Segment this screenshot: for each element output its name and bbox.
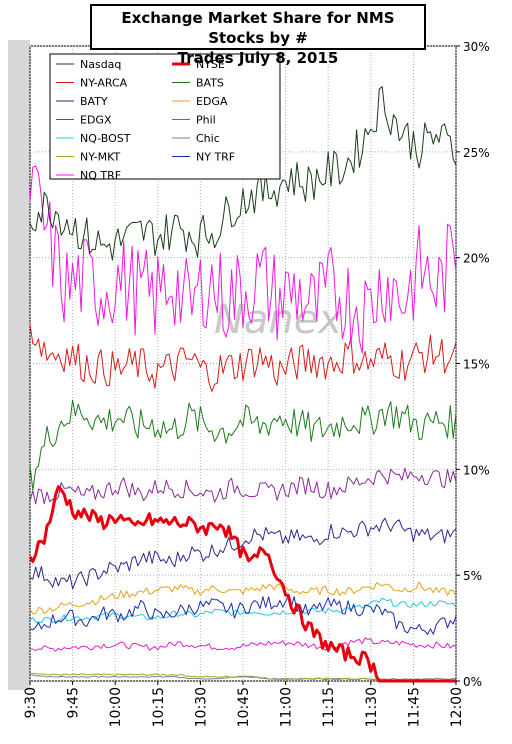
series-line-edgx: [29, 467, 457, 505]
y-axis-ticks: 0% 5% 10% 15% 20% 25% 30%: [456, 40, 490, 689]
legend-label: NY-MKT: [80, 151, 120, 164]
legend-box: [49, 53, 281, 180]
legend-label: NQ TRF: [80, 169, 121, 182]
series-line-ny-arca: [29, 324, 457, 392]
x-tick-label: 9:30: [23, 687, 39, 718]
y-tick-label: 20%: [463, 252, 490, 266]
x-tick-label: 11:15: [321, 687, 337, 727]
x-tick-label: 11:00: [279, 687, 295, 727]
series-line-nq-bost: [29, 597, 457, 624]
series-line-ny-trf: [29, 595, 457, 635]
legend-label: BATS: [196, 77, 224, 90]
legend-label: EDGX: [80, 114, 112, 127]
y-tick-label: 5%: [463, 569, 482, 583]
legend-label: Phil: [196, 114, 216, 127]
x-tick-label: 10:00: [108, 687, 124, 727]
x-axis-ticks: 9:30 9:45 10:00 10:15 10:30 10:45 11:00 11:15 11…: [23, 681, 465, 727]
x-tick-label: 10:15: [151, 687, 167, 727]
x-tick-label: 9:45: [66, 687, 82, 718]
x-tick-label: 12:00: [449, 687, 465, 727]
series-line-baty: [29, 517, 457, 590]
legend-label: Nasdaq: [80, 58, 121, 71]
legend: Nasdaq NYSE NY-ARCA BATS BATY EDGA EDGX Phil NQ-…: [49, 53, 281, 182]
x-tick-label: 11:45: [406, 687, 422, 727]
series-line-chic: [29, 674, 457, 680]
legend-label: Chic: [196, 132, 220, 145]
series-line-bats: [29, 399, 457, 491]
y-tick-label: 0%: [463, 675, 482, 689]
legend-label: EDGA: [196, 95, 228, 108]
chart-title-line-2: Trades July 8, 2015: [177, 49, 339, 67]
x-tick-label: 10:45: [236, 687, 252, 727]
y-tick-label: 25%: [463, 146, 490, 160]
legend-label: NYSE: [196, 58, 225, 71]
legend-label: NY TRF: [196, 151, 235, 164]
series-line-phil: [29, 637, 457, 652]
legend-label: BATY: [80, 95, 108, 108]
chart-title: Exchange Market Share for NMS Stocks by …: [90, 4, 426, 67]
legend-label: NY-ARCA: [80, 77, 128, 90]
y-tick-label: 10%: [463, 463, 490, 477]
series-line-nq-trf: [29, 165, 457, 354]
series-line-edga: [29, 581, 457, 615]
x-tick-label: 11:30: [364, 687, 380, 727]
legend-label: NQ-BOST: [80, 132, 131, 145]
y-tick-label: 30%: [463, 40, 490, 54]
y-tick-label: 15%: [463, 358, 490, 372]
series-line-nyse: [28, 485, 456, 683]
plot-frame-left-shadow: [8, 40, 30, 690]
x-tick-label: 10:30: [193, 687, 209, 727]
chart-title-line-1: Exchange Market Share for NMS Stocks by …: [121, 9, 395, 47]
series-line-nasdaq: [29, 86, 457, 261]
series-lines: [28, 86, 457, 683]
